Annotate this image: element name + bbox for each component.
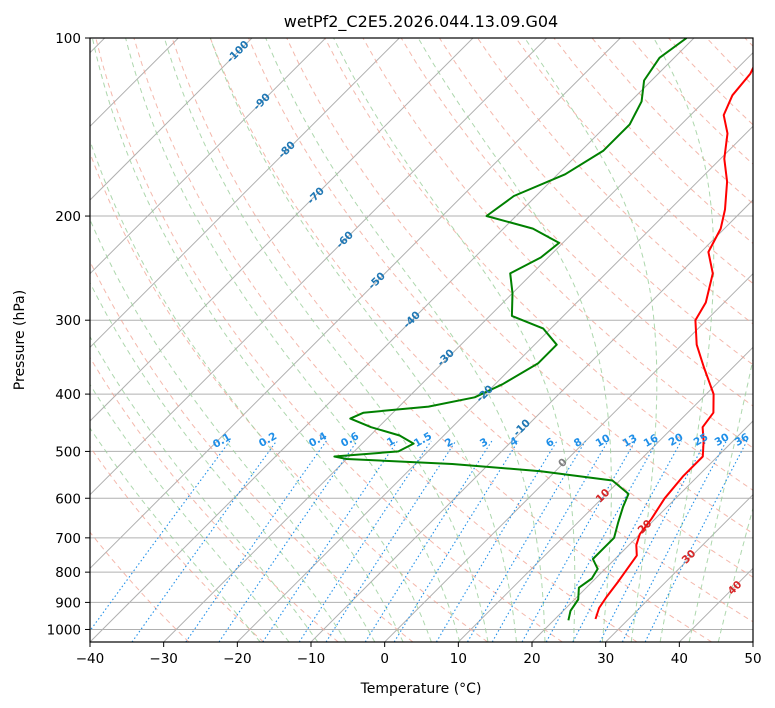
y-tick-label: 200 <box>55 209 81 225</box>
dry-adiabat-line <box>95 38 563 642</box>
y-tick-label: 1000 <box>47 622 81 638</box>
x-tick-label: 0 <box>380 651 389 667</box>
mixing-ratio-line <box>393 440 519 642</box>
x-tick-label: −20 <box>223 651 252 667</box>
y-tick-label: 500 <box>55 444 81 460</box>
isotherm-line <box>384 272 753 642</box>
temperature-trace <box>594 65 753 620</box>
mixing-ratio-line <box>90 440 231 632</box>
dry-adiabat-line <box>133 38 638 642</box>
dry-adiabat-line <box>90 445 264 642</box>
y-tick-label: 100 <box>55 31 81 47</box>
mixing-ratio-line <box>262 440 399 642</box>
isotherm-line <box>310 199 753 642</box>
mixing-ratio-line <box>521 440 636 642</box>
dry-adiabat-line <box>515 38 753 285</box>
y-tick-label: 400 <box>55 387 81 403</box>
x-tick-label: 50 <box>744 651 761 667</box>
moist-adiabat-line <box>417 38 612 642</box>
chart-title: wetPf2_C2E5.2026.044.13.09.G04 <box>284 12 558 32</box>
isotherm-line <box>236 125 753 642</box>
moist-adiabat-line <box>209 38 517 642</box>
moist-adiabat-line <box>90 218 376 642</box>
isotherm-line <box>90 38 327 275</box>
isotherm-line <box>90 38 400 349</box>
dry-adiabat-line <box>90 260 414 642</box>
x-tick-label: 30 <box>597 651 614 667</box>
x-tick-label: 20 <box>523 651 540 667</box>
isotherm-line <box>90 38 253 201</box>
dry-adiabat-line <box>248 38 753 578</box>
isotherm-line <box>605 493 753 642</box>
isotherm-line <box>90 38 474 422</box>
profile-traces <box>333 38 753 621</box>
dry-adiabat-line <box>171 38 712 642</box>
background-lines <box>90 38 753 642</box>
isotherm-line <box>90 38 695 642</box>
x-tick-label: −30 <box>149 651 178 667</box>
moist-adiabat-line <box>688 356 753 642</box>
dry-adiabat-line <box>400 38 753 407</box>
dewpoint-trace <box>333 38 688 621</box>
moist-adiabat-line <box>90 335 319 642</box>
moist-adiabat-line <box>717 506 753 642</box>
dry-adiabat-line <box>90 531 190 642</box>
y-tick-label: 700 <box>55 531 81 547</box>
moist-adiabat-line <box>163 38 489 642</box>
moist-adiabat-line <box>333 38 576 642</box>
mixing-ratio-line <box>218 440 358 642</box>
x-tick-label: −40 <box>76 651 105 667</box>
plot-background <box>90 38 753 642</box>
dry-adiabat-line <box>90 151 488 642</box>
x-tick-label: 40 <box>671 651 688 667</box>
moist-adiabat-line <box>90 281 347 642</box>
y-tick-label: 900 <box>55 595 81 611</box>
y-tick-label: 800 <box>55 565 81 581</box>
y-axis-label: Pressure (hPa) <box>12 290 28 390</box>
isotherm-line <box>531 420 753 642</box>
mixing-ratio-line <box>467 440 586 642</box>
moist-adiabat-line <box>524 38 658 642</box>
mixing-ratio-line <box>491 440 609 642</box>
mixing-ratio-line <box>435 440 558 642</box>
isotherm-line <box>163 51 753 642</box>
x-axis-label: Temperature (°C) <box>360 681 482 697</box>
isotherm-line <box>90 38 548 496</box>
axis-ticks: −40 −30 −20 −10 0 10 20 30 40 50 100 200 300 400 500 60… <box>47 31 762 667</box>
y-tick-label: 300 <box>55 313 81 329</box>
moist-adiabat-line <box>125 38 461 642</box>
x-tick-label: −10 <box>297 651 326 667</box>
dry-adiabat-line <box>209 38 753 623</box>
dry-adiabat-line <box>438 38 753 366</box>
plot-frame <box>89 37 754 643</box>
moist-adiabat-line <box>91 38 432 642</box>
isotherm-line <box>90 38 621 570</box>
dry-adiabat-line <box>90 356 339 642</box>
mixing-ratio-line <box>644 440 748 642</box>
isotherm-line <box>752 641 753 642</box>
x-tick-label: 10 <box>450 651 467 667</box>
dry-adiabat-line <box>286 38 753 535</box>
moist-adiabat-line <box>265 38 546 642</box>
mixing-ratio-line <box>185 440 327 642</box>
moist-adiabat-line <box>90 139 404 642</box>
mixing-ratio-line <box>325 440 457 642</box>
isotherm-line <box>457 346 753 642</box>
y-tick-label: 600 <box>55 491 81 507</box>
mixing-ratio-line <box>364 440 493 642</box>
mixing-ratio-line <box>298 440 432 642</box>
mixing-ratio-line <box>545 440 658 642</box>
